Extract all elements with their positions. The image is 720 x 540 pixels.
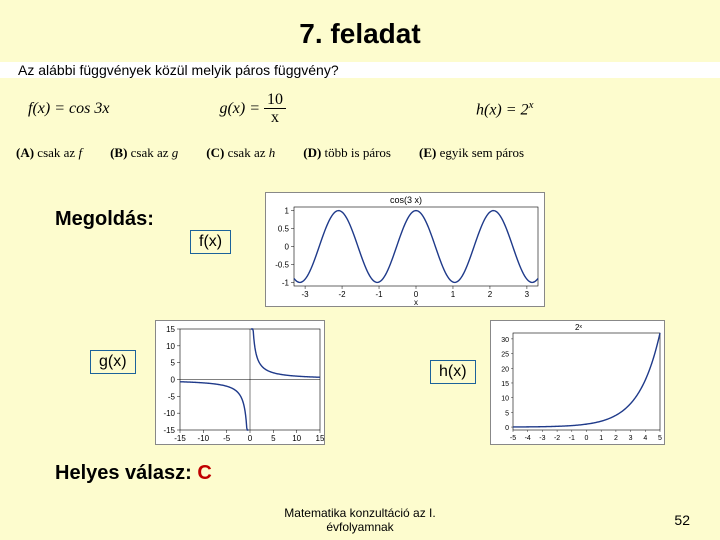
svg-text:-10: -10 bbox=[163, 409, 175, 418]
svg-text:2: 2 bbox=[488, 290, 493, 299]
section-megoldas: Megoldás: bbox=[55, 208, 154, 231]
formula-h-base: h(x) = 2 bbox=[476, 101, 529, 118]
svg-text:20: 20 bbox=[501, 366, 509, 373]
option-e: (E) egyik sem páros bbox=[419, 145, 524, 161]
frac-den: x bbox=[264, 109, 286, 127]
label-hx: h(x) bbox=[430, 360, 476, 384]
svg-text:cos(3 x): cos(3 x) bbox=[390, 195, 422, 205]
label-gx: g(x) bbox=[90, 350, 136, 374]
svg-text:15: 15 bbox=[316, 434, 325, 443]
frac-num: 10 bbox=[264, 92, 286, 109]
svg-text:-2: -2 bbox=[554, 435, 560, 442]
svg-text:-4: -4 bbox=[525, 435, 531, 442]
svg-text:0: 0 bbox=[505, 425, 509, 432]
answer-letter: C bbox=[197, 462, 211, 484]
answer-text: Helyes válasz: C bbox=[55, 462, 212, 485]
cos-chart: cos(3 x)-3-2-10123-1-0.500.51x bbox=[265, 192, 545, 307]
page-title: 7. feladat bbox=[0, 0, 720, 50]
label-fx: f(x) bbox=[190, 230, 231, 254]
footer-line1: Matematika konzultáció az I. bbox=[0, 506, 720, 520]
svg-text:10: 10 bbox=[292, 434, 301, 443]
svg-text:-3: -3 bbox=[302, 290, 310, 299]
svg-text:3: 3 bbox=[629, 435, 633, 442]
svg-text:15: 15 bbox=[501, 381, 509, 388]
formula-row: f(x) = cos 3x g(x) = 10 x h(x) = 2x bbox=[0, 78, 720, 137]
formula-g-frac: 10 x bbox=[264, 92, 286, 127]
svg-text:-2: -2 bbox=[338, 290, 346, 299]
option-a: (A) csak az f bbox=[16, 145, 82, 161]
svg-text:10: 10 bbox=[501, 396, 509, 403]
svg-text:-3: -3 bbox=[539, 435, 545, 442]
svg-text:5: 5 bbox=[505, 410, 509, 417]
svg-text:-1: -1 bbox=[282, 278, 290, 287]
svg-text:0: 0 bbox=[285, 243, 290, 252]
svg-text:3: 3 bbox=[525, 290, 530, 299]
svg-text:5: 5 bbox=[658, 435, 662, 442]
svg-text:1: 1 bbox=[451, 290, 456, 299]
svg-text:0.5: 0.5 bbox=[278, 225, 290, 234]
svg-text:5: 5 bbox=[171, 359, 176, 368]
formula-f: f(x) = cos 3x bbox=[28, 100, 109, 118]
option-c: (C) csak az h bbox=[206, 145, 275, 161]
options-row: (A) csak az f (B) csak az g (C) csak az … bbox=[0, 137, 720, 167]
svg-text:-0.5: -0.5 bbox=[275, 260, 289, 269]
svg-text:-15: -15 bbox=[163, 426, 175, 435]
formula-g-lhs: g(x) = bbox=[219, 100, 260, 117]
svg-text:25: 25 bbox=[501, 352, 509, 359]
svg-text:5: 5 bbox=[271, 434, 276, 443]
footer: Matematika konzultáció az I. évfolyamnak bbox=[0, 506, 720, 534]
svg-text:30: 30 bbox=[501, 337, 509, 344]
page-number: 52 bbox=[674, 512, 690, 528]
svg-text:-10: -10 bbox=[198, 434, 210, 443]
question-text: Az alábbi függvények közül melyik páros … bbox=[0, 62, 720, 78]
gx-chart: -15-15 -10 -10 -5 -5 0 0 5 5 10 10 15 15 bbox=[155, 320, 325, 445]
svg-text:-5: -5 bbox=[510, 435, 516, 442]
svg-text:4: 4 bbox=[643, 435, 647, 442]
svg-text:x: x bbox=[414, 298, 418, 307]
footer-line2: évfolyamnak bbox=[0, 520, 720, 534]
formula-h-exp: x bbox=[529, 99, 534, 111]
svg-text:-1: -1 bbox=[569, 435, 575, 442]
svg-text:-5: -5 bbox=[223, 434, 231, 443]
svg-text:2: 2 bbox=[614, 435, 618, 442]
svg-text:1: 1 bbox=[599, 435, 603, 442]
svg-text:-1: -1 bbox=[375, 290, 383, 299]
svg-text:0: 0 bbox=[248, 434, 253, 443]
hx-chart: 2ˣ -5 -4 -3 -2 -1 0 1 2 3 4 5 0 5 10 15 20 25 30 bbox=[490, 320, 665, 445]
formula-h: h(x) = 2x bbox=[476, 99, 533, 119]
svg-text:10: 10 bbox=[166, 342, 175, 351]
formula-g: g(x) = 10 x bbox=[219, 92, 286, 127]
svg-text:-15: -15 bbox=[174, 434, 186, 443]
option-b: (B) csak az g bbox=[110, 145, 178, 161]
svg-text:1: 1 bbox=[285, 207, 290, 216]
svg-text:0: 0 bbox=[585, 435, 589, 442]
svg-text:15: 15 bbox=[166, 325, 175, 334]
svg-text:-5: -5 bbox=[168, 392, 176, 401]
svg-text:0: 0 bbox=[171, 376, 176, 385]
answer-prefix: Helyes válasz: bbox=[55, 462, 197, 484]
option-d: (D) több is páros bbox=[303, 145, 391, 161]
svg-text:2ˣ: 2ˣ bbox=[575, 323, 582, 332]
